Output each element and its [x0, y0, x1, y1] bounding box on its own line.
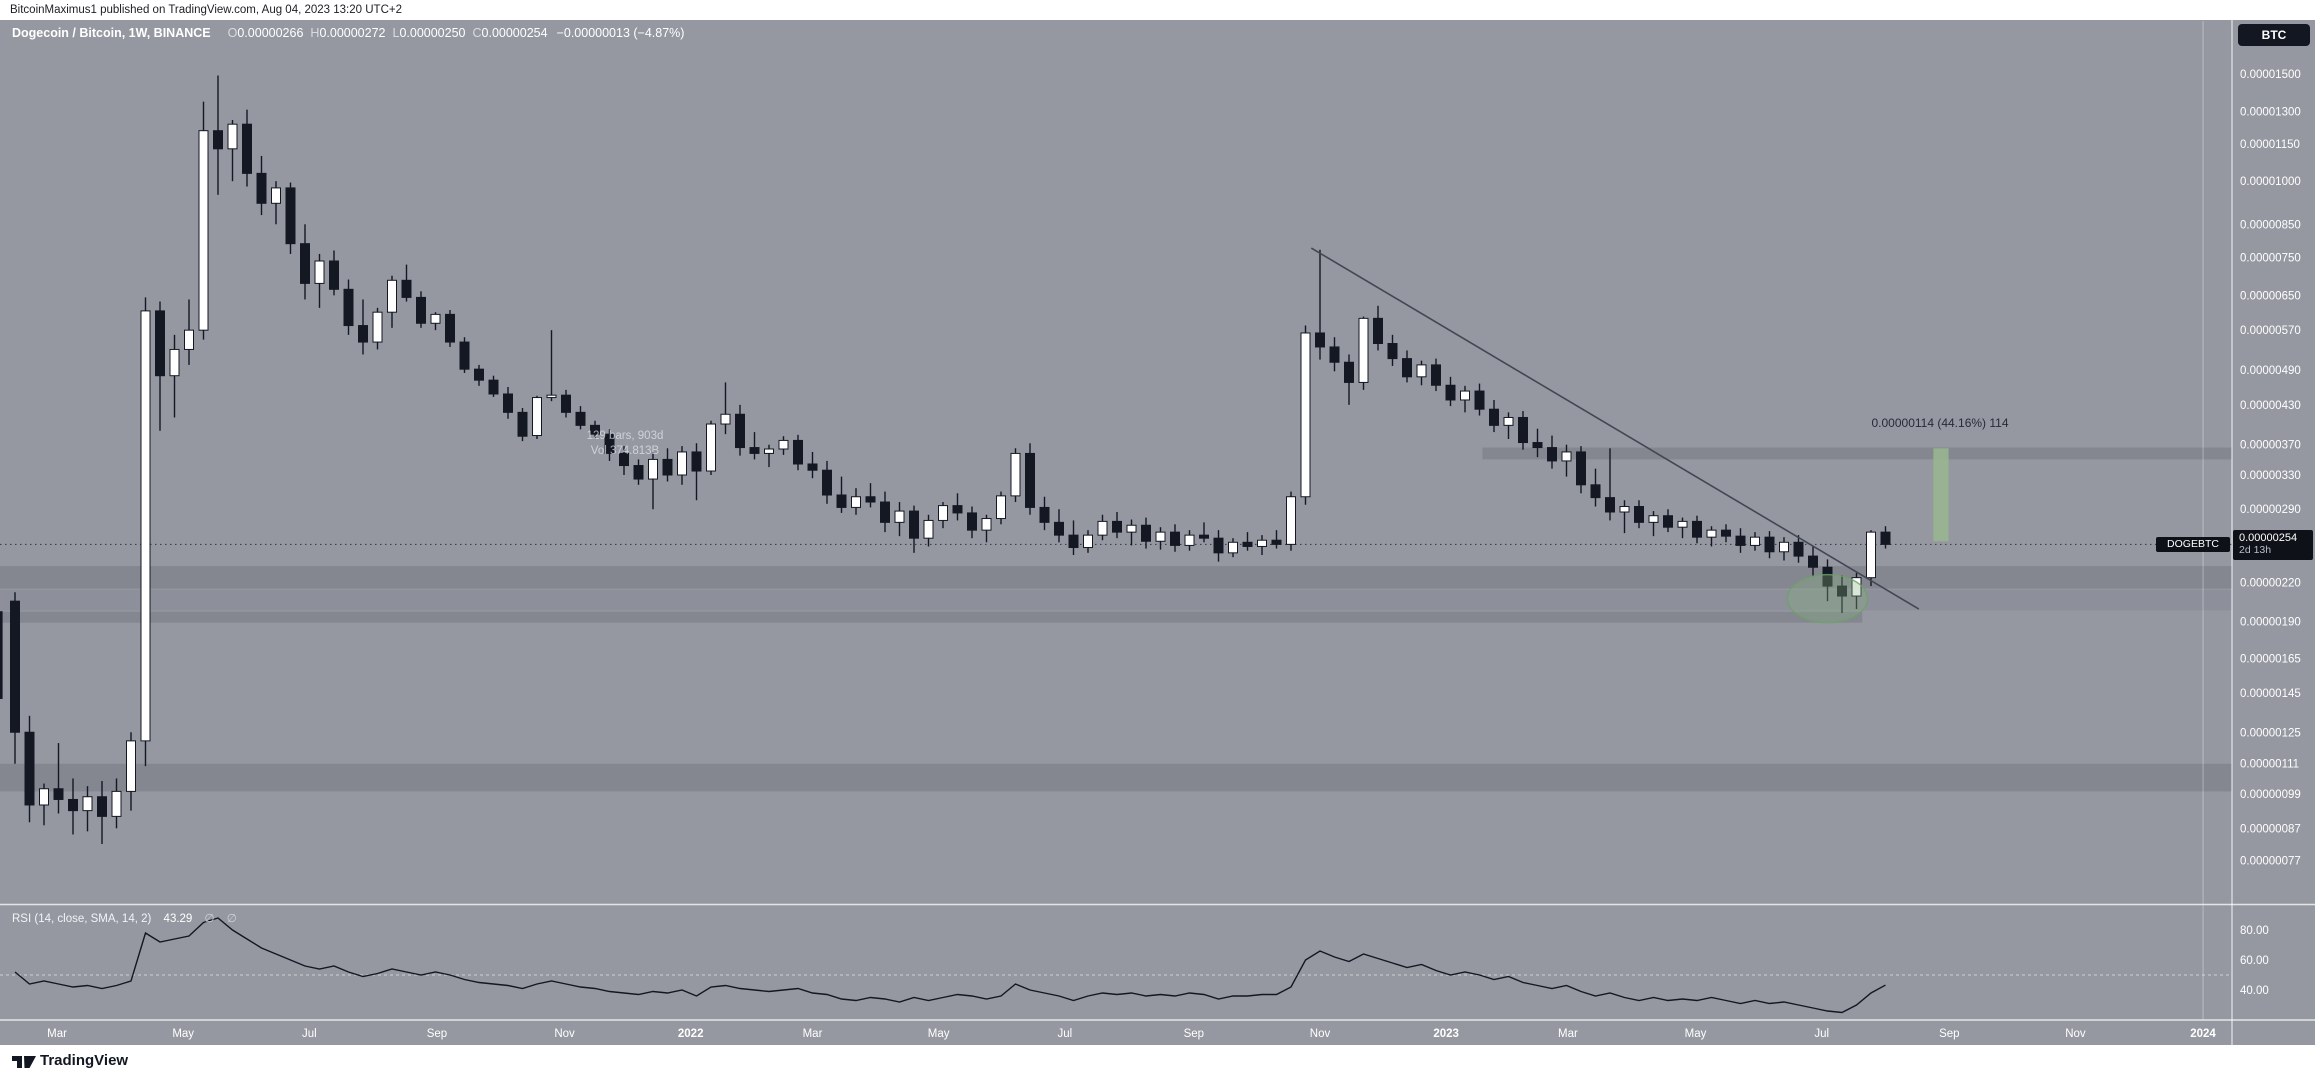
svg-text:0.00000290: 0.00000290 — [2240, 504, 2301, 516]
close-label: C — [472, 26, 482, 40]
svg-text:Jul: Jul — [1057, 1028, 1072, 1040]
high-value: 0.00000272 — [319, 26, 386, 40]
svg-text:80.00: 80.00 — [2240, 925, 2269, 937]
descending-trendline[interactable] — [1310, 247, 1920, 610]
current-price-value: 0.00000254 — [2239, 532, 2298, 544]
footer-bar: TradingView — [0, 1045, 2315, 1079]
close-value: 0.00000254 — [481, 26, 548, 40]
svg-text:0.00000190: 0.00000190 — [2240, 616, 2301, 628]
low-label: L — [392, 26, 400, 40]
svg-text:0.00000750: 0.00000750 — [2240, 252, 2301, 264]
svg-text:Mar: Mar — [803, 1028, 823, 1040]
svg-text:Nov: Nov — [2065, 1028, 2086, 1040]
svg-text:0.00000099: 0.00000099 — [2240, 789, 2301, 801]
svg-text:2023: 2023 — [1433, 1028, 1459, 1040]
rsi-hidden-value-2: ∅ — [226, 913, 237, 925]
svg-text:0.00000077: 0.00000077 — [2240, 856, 2301, 868]
svg-text:0.00000370: 0.00000370 — [2240, 440, 2301, 452]
high-label: H — [310, 26, 320, 40]
time-axis[interactable]: Mar May Jul Sep Nov 2022 Mar May Jul Sep Nov 2023 Ma… — [47, 1028, 2216, 1040]
symbol-title[interactable]: Dogecoin / Bitcoin, 1W, BINANCE — [12, 26, 211, 40]
rsi-params: (14, close, SMA, 14, 2) — [34, 913, 152, 925]
svg-text:0.00000570: 0.00000570 — [2240, 325, 2301, 337]
rsi-name: RSI — [12, 913, 32, 925]
svg-text:0.00000125: 0.00000125 — [2240, 727, 2301, 739]
rsi-pane — [0, 917, 2232, 1014]
rsi-line — [14, 917, 1886, 1014]
rsi-value: 43.29 — [163, 913, 193, 925]
rsi-hidden-value-1: ∅ — [204, 913, 215, 925]
svg-text:May: May — [928, 1028, 950, 1040]
svg-text:Sep: Sep — [1184, 1028, 1204, 1040]
svg-text:0.00000490: 0.00000490 — [2240, 365, 2301, 377]
candlestick-series — [0, 75, 1891, 844]
svg-text:0.00000145: 0.00000145 — [2240, 688, 2301, 700]
publish-info-text: BitcoinMaximus1 published on TradingView… — [10, 4, 402, 16]
currency-toggle-button[interactable]: BTC — [2238, 24, 2310, 46]
svg-text:2024: 2024 — [2190, 1028, 2216, 1040]
svg-text:May: May — [1685, 1028, 1707, 1040]
measure-bars-text: 129 bars, 903d — [586, 430, 664, 442]
tradingview-brand-text[interactable]: TradingView — [40, 1052, 129, 1069]
price-target-annotation: 0.00000114 (44.16%) 114 — [1871, 416, 2009, 430]
symbol-price-flag: DOGEBTC — [2156, 537, 2230, 552]
svg-text:Nov: Nov — [1310, 1028, 1331, 1040]
svg-text:0.00000220: 0.00000220 — [2240, 577, 2301, 589]
tradingview-logo-icon[interactable] — [11, 1053, 37, 1071]
price-projection-bar[interactable] — [1933, 448, 1949, 542]
svg-text:Jul: Jul — [302, 1028, 317, 1040]
svg-text:0.00000111: 0.00000111 — [2240, 759, 2299, 771]
svg-text:0.00000330: 0.00000330 — [2240, 470, 2301, 482]
svg-text:0.00000087: 0.00000087 — [2240, 823, 2301, 835]
svg-text:0.00000165: 0.00000165 — [2240, 654, 2301, 666]
svg-text:0.00001150: 0.00001150 — [2240, 139, 2300, 151]
symbol-legend[interactable]: Dogecoin / Bitcoin, 1W, BINANCE O0.000002… — [12, 26, 684, 40]
svg-text:0.00001000: 0.00001000 — [2240, 176, 2301, 188]
svg-text:Jul: Jul — [1814, 1028, 1829, 1040]
svg-text:Mar: Mar — [47, 1028, 67, 1040]
publish-info-bar: BitcoinMaximus1 published on TradingView… — [0, 0, 2315, 20]
svg-text:60.00: 60.00 — [2240, 955, 2269, 967]
price-axis[interactable]: 0.00001500 0.00001300 0.00001150 0.00001000… — [2240, 69, 2301, 997]
support-resistance-zones — [0, 447, 2232, 792]
svg-text:0.00001500: 0.00001500 — [2240, 69, 2301, 81]
svg-text:Sep: Sep — [1939, 1028, 1959, 1040]
svg-text:May: May — [172, 1028, 194, 1040]
lows-highlight-ellipse[interactable] — [1786, 573, 1869, 624]
svg-text:0.00000850: 0.00000850 — [2240, 219, 2301, 231]
measure-volume-text: Vol 374.813B — [590, 444, 660, 457]
rsi-indicator-legend[interactable]: RSI (14, close, SMA, 14, 2) 43.29 ∅ ∅ — [12, 911, 237, 925]
open-label: O — [227, 26, 238, 40]
svg-text:0.00000650: 0.00000650 — [2240, 290, 2301, 302]
change-value: −0.00000013 (−4.87%) — [556, 26, 685, 40]
svg-text:0.00001300: 0.00001300 — [2240, 107, 2301, 119]
svg-text:Sep: Sep — [427, 1028, 447, 1040]
svg-text:0.00000430: 0.00000430 — [2240, 400, 2301, 412]
open-value: 0.00000266 — [237, 26, 304, 40]
svg-text:2022: 2022 — [678, 1028, 704, 1040]
current-price-axis-label: 0.00000254 2d 13h — [2233, 530, 2313, 560]
svg-text:40.00: 40.00 — [2240, 985, 2269, 997]
bar-countdown: 2d 13h — [2239, 544, 2272, 556]
date-range-measurement: 129 bars, 903d Vol 374.813B — [587, 429, 664, 458]
low-value: 0.00000250 — [399, 26, 466, 40]
svg-text:Mar: Mar — [1558, 1028, 1578, 1040]
svg-text:Nov: Nov — [554, 1028, 575, 1040]
